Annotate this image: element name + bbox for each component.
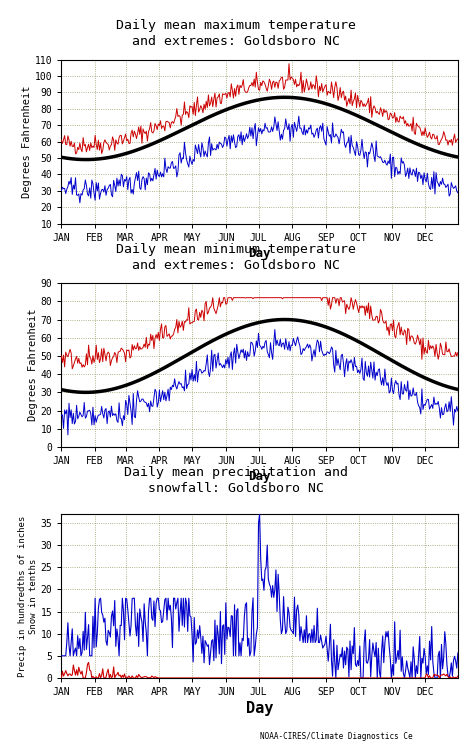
Text: NOAA-CIRES/Climate Diagnostics Ce: NOAA-CIRES/Climate Diagnostics Ce xyxy=(260,732,412,741)
Y-axis label: Degrees Fahrenheit: Degrees Fahrenheit xyxy=(22,85,32,198)
Text: Daily mean precipitation and
snowfall: Goldsboro NC: Daily mean precipitation and snowfall: G… xyxy=(124,466,348,495)
Y-axis label: Precip in hundredths of inches
Snow in tenths: Precip in hundredths of inches Snow in t… xyxy=(18,516,38,676)
Text: Daily mean minimum temperature
and extremes: Goldsboro NC: Daily mean minimum temperature and extre… xyxy=(116,243,356,272)
X-axis label: Day: Day xyxy=(246,701,273,716)
X-axis label: Day: Day xyxy=(248,470,271,484)
Y-axis label: Degrees Fahrenheit: Degrees Fahrenheit xyxy=(28,308,38,422)
X-axis label: Day: Day xyxy=(248,247,271,260)
Text: Daily mean maximum temperature
and extremes: Goldsboro NC: Daily mean maximum temperature and extre… xyxy=(116,19,356,48)
